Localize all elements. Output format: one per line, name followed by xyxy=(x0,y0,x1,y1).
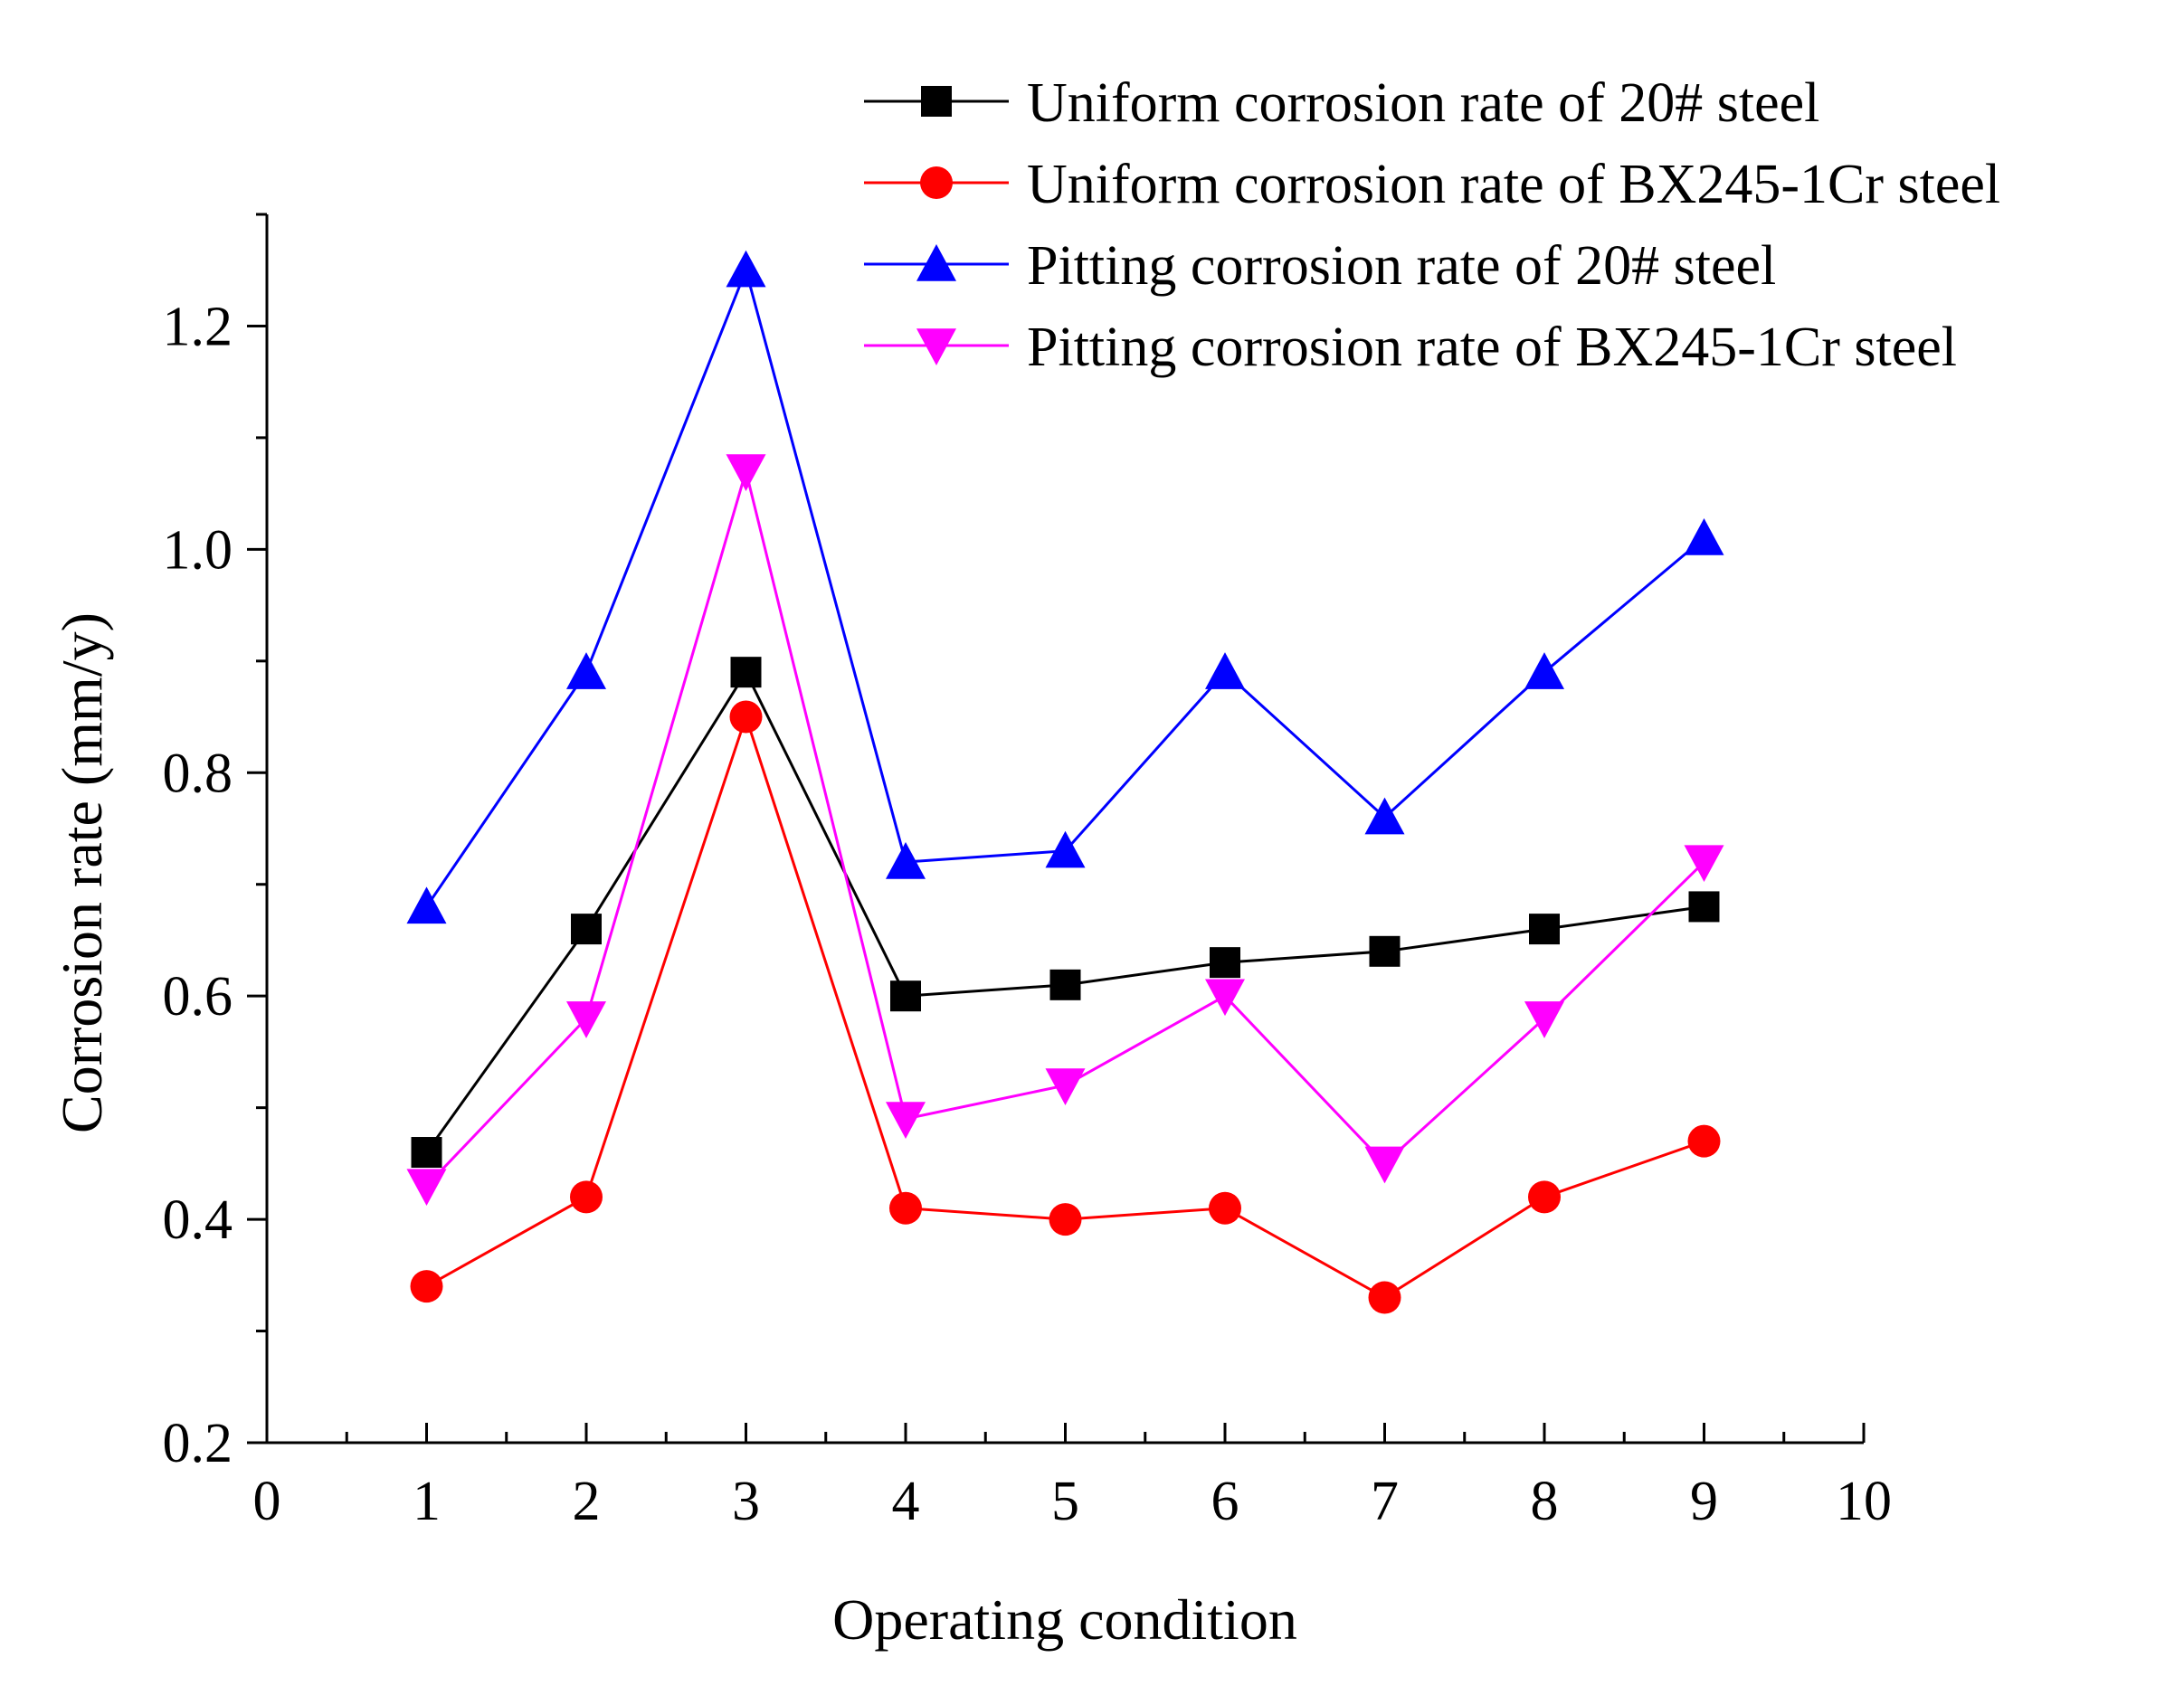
data-point xyxy=(1049,1203,1082,1236)
legend-marker xyxy=(921,86,952,117)
data-point xyxy=(1368,1281,1401,1314)
data-point xyxy=(1210,947,1240,979)
data-point xyxy=(1688,891,1720,923)
x-tick-label: 2 xyxy=(573,1471,601,1532)
y-tick-label: 0.8 xyxy=(163,743,233,804)
data-point xyxy=(889,1191,922,1225)
data-point xyxy=(571,914,602,945)
data-point xyxy=(1684,518,1724,555)
legend-label: Uniform corrosion rate of BX245-1Cr stee… xyxy=(1027,154,2000,215)
y-tick-label: 0.4 xyxy=(163,1189,233,1251)
data-point xyxy=(570,1180,603,1214)
y-tick-label: 1.0 xyxy=(163,519,233,581)
data-point xyxy=(1205,652,1245,689)
series-2 xyxy=(410,700,1721,1314)
x-tick-label: 1 xyxy=(413,1471,441,1532)
data-point xyxy=(1364,1146,1405,1184)
x-tick-label: 8 xyxy=(1531,1471,1559,1532)
data-point xyxy=(566,1001,606,1038)
legend-item: Uniform corrosion rate of 20# steel xyxy=(864,72,1819,134)
data-point xyxy=(1687,1124,1721,1158)
legend-marker xyxy=(916,244,956,281)
x-ticks: 0 1 2 3 4 5 6 7 8 9 10 xyxy=(253,1423,1892,1532)
x-tick-label: 5 xyxy=(1051,1471,1079,1532)
legend-label: Uniform corrosion rate of 20# steel xyxy=(1027,72,1819,134)
data-point xyxy=(566,652,606,689)
x-tick-label: 6 xyxy=(1211,1471,1239,1532)
y-axis-title: Corrosion rate (mm/y) xyxy=(50,612,114,1133)
x-tick-label: 4 xyxy=(892,1471,920,1532)
data-point xyxy=(730,657,762,688)
x-tick-label: 10 xyxy=(1836,1471,1892,1532)
data-point xyxy=(890,980,921,1012)
data-point xyxy=(1369,935,1401,967)
data-point xyxy=(1205,979,1245,1017)
legend-item: Pitting corrosion rate of 20# steel xyxy=(864,235,1776,297)
data-point xyxy=(1529,914,1560,945)
data-point xyxy=(726,250,766,288)
series-1 xyxy=(411,657,1720,1169)
data-point xyxy=(411,1137,442,1169)
series-3 xyxy=(406,250,1724,924)
x-axis-title: Operating condition xyxy=(832,1587,1297,1652)
data-point xyxy=(406,886,447,924)
data-point xyxy=(1364,797,1405,835)
legend-label: Pitting corrosion rate of BX245-1Cr stee… xyxy=(1027,317,1957,378)
x-tick-label: 0 xyxy=(253,1471,281,1532)
x-tick-label: 7 xyxy=(1371,1471,1399,1532)
data-point xyxy=(729,700,763,734)
data-point xyxy=(1045,1068,1086,1105)
x-tick-label: 3 xyxy=(732,1471,760,1532)
legend-marker xyxy=(916,328,956,365)
data-point xyxy=(406,1169,447,1207)
y-tick-label: 0.2 xyxy=(163,1413,233,1474)
data-point xyxy=(1684,845,1724,883)
legend-label: Pitting corrosion rate of 20# steel xyxy=(1027,235,1776,297)
data-point xyxy=(410,1270,443,1303)
legend-marker xyxy=(920,166,953,199)
data-point xyxy=(1209,1191,1241,1225)
data-point xyxy=(1524,652,1564,689)
data-point xyxy=(1045,830,1086,868)
data-point xyxy=(886,1102,926,1139)
legend: Uniform corrosion rate of 20# steel Unifo… xyxy=(864,72,2000,378)
legend-item: Uniform corrosion rate of BX245-1Cr stee… xyxy=(864,154,2000,215)
data-point xyxy=(1528,1180,1561,1214)
y-tick-label: 1.2 xyxy=(163,296,233,357)
data-point xyxy=(886,842,926,879)
y-tick-label: 0.6 xyxy=(163,966,233,1028)
legend-item: Pitting corrosion rate of BX245-1Cr stee… xyxy=(864,317,1957,378)
y-ticks: 0.2 0.4 0.6 0.8 1.0 1.2 xyxy=(163,213,267,1474)
x-tick-label: 9 xyxy=(1690,1471,1718,1532)
data-point xyxy=(726,454,766,491)
plot-series xyxy=(406,250,1724,1314)
data-point xyxy=(1524,1001,1564,1038)
data-point xyxy=(1049,969,1081,1000)
series-4 xyxy=(406,454,1724,1207)
